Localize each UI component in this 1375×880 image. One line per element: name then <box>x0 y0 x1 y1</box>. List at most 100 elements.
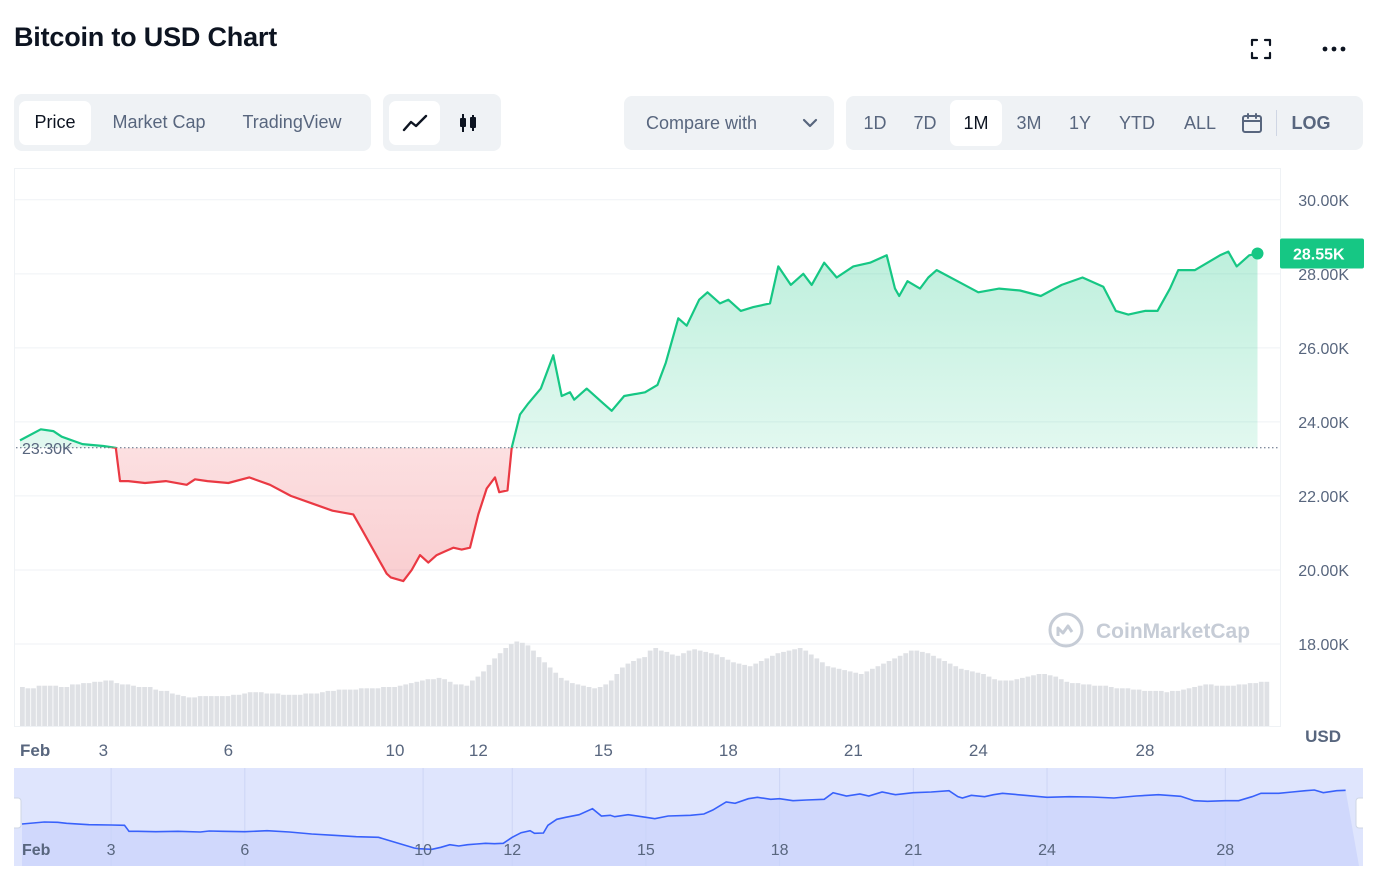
navigator-tick-label: 10 <box>414 842 432 859</box>
volume-bar <box>1047 675 1053 726</box>
volume-bar <box>1197 685 1203 726</box>
line-chart-button[interactable] <box>389 100 440 145</box>
volume-bar <box>142 687 147 726</box>
volume-bar <box>936 658 942 726</box>
tab-market-cap[interactable]: Market Cap <box>112 112 206 132</box>
range-navigator[interactable]: Feb 3 6 10 12 15 18 21 24 28 <box>10 768 1367 866</box>
volume-bar <box>825 666 831 726</box>
volume-bar <box>225 696 231 726</box>
volume-bar <box>875 666 881 726</box>
volume-bar <box>475 676 481 726</box>
watermark-logo-icon <box>1048 612 1084 648</box>
x-tick-label: 10 <box>386 741 405 760</box>
volume-bar <box>631 661 636 726</box>
volume-bar <box>470 680 475 726</box>
volume-bar <box>520 642 525 726</box>
navigator-right-handle[interactable] <box>1355 797 1367 829</box>
x-tick-label: 21 <box>844 741 863 760</box>
navigator-line <box>21 789 1346 851</box>
volume-bar <box>1131 689 1136 726</box>
volume-bar <box>658 650 664 726</box>
navigator-tick-label: 3 <box>107 842 116 859</box>
volume-bar <box>370 688 375 726</box>
candlestick-button[interactable] <box>440 101 495 145</box>
y-tick-label: 30.00K <box>1298 193 1349 210</box>
volume-bar <box>747 666 753 726</box>
navigator-left-handle[interactable] <box>10 797 22 829</box>
navigator-tick-label: 12 <box>503 842 521 859</box>
volume-bar <box>264 693 270 726</box>
volume-bar <box>1264 681 1270 726</box>
volume-bar <box>1214 685 1220 726</box>
volume-bar <box>358 688 364 726</box>
volume-bar <box>275 693 281 726</box>
volume-bar <box>753 663 759 726</box>
last-price-tag <box>1280 238 1364 269</box>
volume-bar <box>336 689 342 726</box>
navigator-svg: Feb 3 6 10 12 15 18 21 24 28 <box>10 768 1367 866</box>
volume-bar <box>597 687 603 726</box>
range-3m[interactable]: 3M <box>1016 112 1042 133</box>
range-7d[interactable]: 7D <box>913 112 937 133</box>
volume-bar <box>786 650 792 726</box>
volume-bar <box>297 694 303 726</box>
line-chart-icon <box>402 114 427 131</box>
log-toggle[interactable]: LOG <box>1291 112 1331 133</box>
fullscreen-button[interactable] <box>1244 32 1278 66</box>
volume-bar <box>992 679 997 726</box>
volume-bar <box>1192 687 1197 726</box>
volume-bar <box>1014 679 1020 726</box>
volume-bar <box>958 668 964 726</box>
volume-bar <box>36 685 42 726</box>
coinmarketcap-watermark: CoinMarketCap <box>1048 612 1250 648</box>
tab-price[interactable]: Price <box>19 100 91 145</box>
range-ytd[interactable]: YTD <box>1119 112 1155 133</box>
volume-bar <box>286 694 292 726</box>
calendar-button[interactable] <box>1230 100 1274 146</box>
volume-bar <box>742 664 747 726</box>
volume-bar <box>603 684 609 726</box>
volume-bar <box>770 655 775 726</box>
volume-bar <box>186 697 192 726</box>
area-above-baseline <box>20 251 1258 448</box>
volume-bar <box>192 697 197 726</box>
price-line-down <box>108 447 513 583</box>
navigator-tick-label: 15 <box>637 842 655 859</box>
range-all[interactable]: ALL <box>1183 112 1217 133</box>
volume-bar <box>886 661 892 726</box>
more-options-button[interactable] <box>1316 32 1352 66</box>
volume-bar <box>1103 685 1109 726</box>
volume-bar <box>420 680 425 726</box>
volume-bar <box>858 674 864 726</box>
volume-bar <box>636 658 642 726</box>
volume-bar <box>320 692 325 726</box>
last-price-dot[interactable] <box>1251 247 1264 260</box>
range-selector: 1D 7D 1M 3M 1Y YTD ALL LOG <box>846 96 1363 150</box>
volume-bar <box>814 658 820 726</box>
volume-bar <box>758 661 764 726</box>
range-1y[interactable]: 1Y <box>1068 112 1092 133</box>
volume-bar <box>647 650 653 726</box>
volume-bar <box>870 668 875 726</box>
price-chart[interactable]: CoinMarketCap 23.30K 30.00K 28.00K 26.00K 2… <box>0 160 1375 780</box>
volume-bar <box>242 693 247 726</box>
volume-bar <box>903 653 909 726</box>
x-tick-label: 3 <box>99 741 108 760</box>
volume-bar <box>970 671 975 726</box>
navigator-tick-label: 24 <box>1038 842 1056 859</box>
volume-bar <box>1064 681 1070 726</box>
compare-with-dropdown[interactable]: Compare with <box>624 96 834 150</box>
tab-tradingview[interactable]: TradingView <box>242 112 342 132</box>
volume-bar <box>214 696 220 726</box>
price-line-up <box>19 250 1258 448</box>
volume-bar <box>281 694 286 726</box>
volume-bar <box>625 663 631 726</box>
range-1d[interactable]: 1D <box>863 112 887 133</box>
volume-bar <box>942 661 947 726</box>
volume-bar <box>1031 675 1036 726</box>
volume-bar <box>925 653 931 726</box>
volume-bar <box>114 683 120 726</box>
volume-bar <box>408 683 414 726</box>
range-1m[interactable]: 1M <box>950 100 1002 146</box>
volume-bar <box>881 663 886 726</box>
